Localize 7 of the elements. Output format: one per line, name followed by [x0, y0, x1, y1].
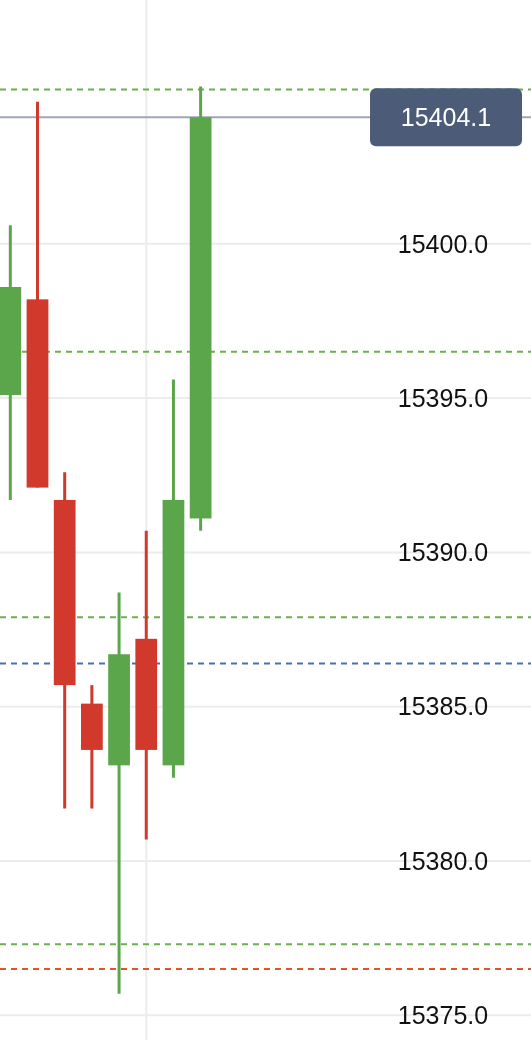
ref-line-label: 15404.1 — [400, 103, 492, 132]
y-tick-label: 15395.0 — [397, 383, 489, 412]
y-tick-label: 15375.0 — [397, 1001, 489, 1030]
y-tick-label: 15390.0 — [397, 538, 489, 567]
y-tick-label: 15400.0 — [397, 229, 489, 258]
y-tick-label: 15380.0 — [397, 846, 489, 875]
y-tick-label: 15385.0 — [397, 692, 489, 721]
